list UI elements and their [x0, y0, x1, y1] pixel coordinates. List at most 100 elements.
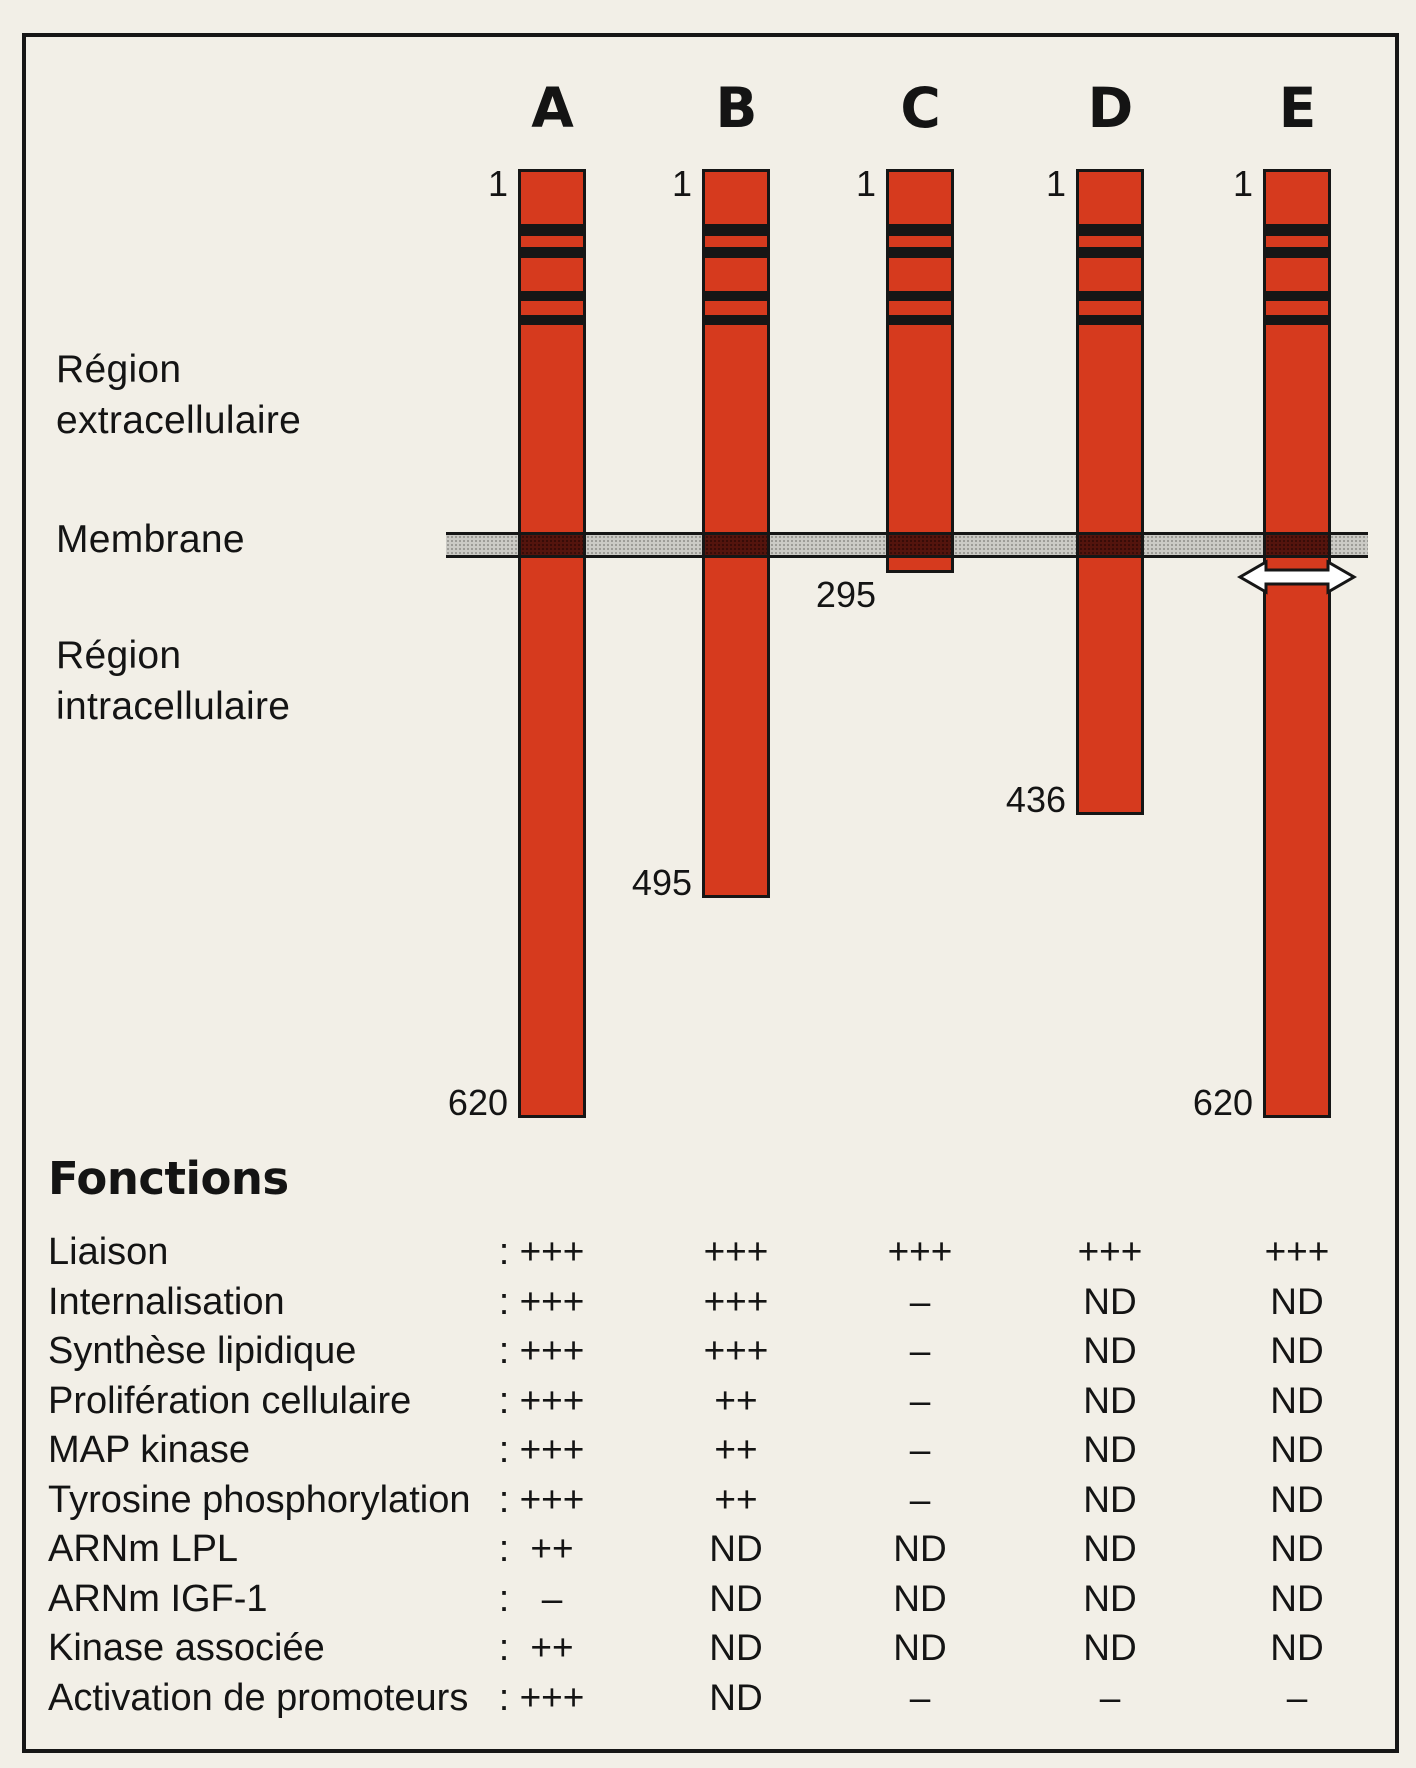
fn-row-5-label: Tyrosine phosphorylation: [48, 1479, 471, 1521]
fn-row-1-colon: :: [498, 1281, 510, 1323]
fn-value-9-E: –: [1286, 1677, 1308, 1718]
bar-E-stripe-0: [1266, 224, 1328, 236]
label-region-intracellulaire-line1: Région: [56, 634, 182, 677]
bar-C-stripe-2: [889, 291, 951, 301]
fn-value-0-E: +++: [1264, 1231, 1330, 1272]
fn-row-4-label: MAP kinase: [48, 1429, 251, 1471]
fn-value-4-B: ++: [714, 1429, 758, 1470]
fn-value-6-A: ++: [530, 1528, 574, 1569]
bar-B-stripe-0: [705, 224, 767, 236]
fn-value-1-E: ND: [1270, 1281, 1324, 1322]
fn-value-8-D: ND: [1083, 1627, 1137, 1668]
fn-value-1-C: –: [909, 1281, 931, 1322]
fn-row-8-colon: :: [498, 1627, 510, 1669]
fn-value-5-A: +++: [519, 1479, 585, 1520]
fn-value-5-C: –: [909, 1479, 931, 1520]
fn-value-7-A: –: [541, 1578, 563, 1619]
bar-B-stripe-1: [705, 247, 767, 258]
bar-A-stripe-1: [521, 247, 583, 258]
fn-value-9-D: –: [1099, 1677, 1121, 1718]
label-region-extracellulaire: Région extracellulaire: [56, 344, 301, 446]
bar-B-membrane-overlap: [705, 532, 767, 558]
bar-E-start-residue: 1: [1232, 163, 1253, 204]
fn-row-6-label: ARNm LPL: [48, 1528, 239, 1570]
bar-C-stripe-1: [889, 247, 951, 258]
fn-value-2-B: +++: [703, 1330, 769, 1371]
fn-row-3-colon: :: [498, 1380, 510, 1422]
bar-D-stripe-0: [1079, 224, 1141, 236]
fn-value-0-A: +++: [519, 1231, 585, 1272]
bar-A-stripe-0: [521, 224, 583, 236]
bar-C-stripe-0: [889, 224, 951, 236]
fn-value-1-A: +++: [519, 1281, 585, 1322]
bar-B-stripe-3: [705, 315, 767, 325]
bar-C-membrane-overlap: [889, 532, 951, 558]
bar-C-stripe-3: [889, 315, 951, 325]
fn-value-3-C: –: [909, 1380, 931, 1421]
fn-value-6-E: ND: [1270, 1528, 1324, 1569]
fn-value-4-D: ND: [1083, 1429, 1137, 1470]
bar-B-end-residue: 495: [631, 862, 692, 903]
fn-value-4-A: +++: [519, 1429, 585, 1470]
receptor-bar-E: [1263, 169, 1331, 1118]
label-region-extracellulaire-line2: extracellulaire: [56, 399, 302, 442]
fn-value-7-D: ND: [1083, 1578, 1137, 1619]
fn-row-8-label: Kinase associée: [48, 1627, 325, 1669]
fn-value-6-B: ND: [709, 1528, 763, 1569]
receptor-bar-C: [886, 169, 954, 573]
bar-E-end-residue: 620: [1192, 1082, 1253, 1123]
fn-value-8-C: ND: [893, 1627, 947, 1668]
bar-E-stripe-1: [1266, 247, 1328, 258]
fn-value-8-E: ND: [1270, 1627, 1324, 1668]
bar-A-membrane-overlap: [521, 532, 583, 558]
bar-E-membrane-overlap: [1266, 532, 1328, 558]
variant-letter-A: A: [531, 76, 574, 140]
fn-value-7-C: ND: [893, 1578, 947, 1619]
bar-C-start-residue: 1: [855, 163, 876, 204]
receptor-bar-D: [1076, 169, 1144, 815]
fn-row-2-colon: :: [498, 1330, 510, 1372]
fn-value-4-E: ND: [1270, 1429, 1324, 1470]
fn-value-5-D: ND: [1083, 1479, 1137, 1520]
fn-value-3-D: ND: [1083, 1380, 1137, 1421]
fn-row-0-label: Liaison: [48, 1231, 169, 1273]
bar-C-end-residue: 295: [815, 574, 876, 615]
fn-row-3-label: Prolifération cellulaire: [48, 1380, 412, 1422]
bar-D-membrane-overlap: [1079, 532, 1141, 558]
fn-value-3-E: ND: [1270, 1380, 1324, 1421]
bar-B-start-residue: 1: [671, 163, 692, 204]
fn-value-5-B: ++: [714, 1479, 758, 1520]
figure-frame: [22, 33, 1399, 1753]
fn-row-9-colon: :: [498, 1677, 510, 1719]
fn-value-8-B: ND: [709, 1627, 763, 1668]
fn-row-4-colon: :: [498, 1429, 510, 1471]
fn-row-9-label: Activation de promoteurs: [48, 1677, 469, 1719]
label-region-intracellulaire-line2: intracellulaire: [56, 685, 291, 728]
fn-value-6-D: ND: [1083, 1528, 1137, 1569]
fn-row-0-colon: :: [498, 1231, 510, 1273]
fn-value-0-C: +++: [887, 1231, 953, 1272]
fn-value-2-D: ND: [1083, 1330, 1137, 1371]
fn-value-7-B: ND: [709, 1578, 763, 1619]
bar-E-stripe-2: [1266, 291, 1328, 301]
fn-value-1-D: ND: [1083, 1281, 1137, 1322]
receptor-bar-A: [518, 169, 586, 1118]
fn-value-5-E: ND: [1270, 1479, 1324, 1520]
fn-value-2-E: ND: [1270, 1330, 1324, 1371]
fn-row-6-colon: :: [498, 1528, 510, 1570]
variant-letter-E: E: [1278, 76, 1317, 140]
fn-value-8-A: ++: [530, 1627, 574, 1668]
functions-heading: Fonctions: [48, 1152, 289, 1205]
double-arrow-icon: [1236, 557, 1358, 602]
fn-value-9-B: ND: [709, 1677, 763, 1718]
fn-value-1-B: +++: [703, 1281, 769, 1322]
label-region-extracellulaire-line1: Région: [56, 348, 182, 391]
bar-E-stripe-3: [1266, 315, 1328, 325]
fn-row-7-label: ARNm IGF-1: [48, 1578, 268, 1620]
bar-A-stripe-2: [521, 291, 583, 301]
bar-D-end-residue: 436: [1005, 779, 1066, 820]
bar-A-stripe-3: [521, 315, 583, 325]
bar-D-start-residue: 1: [1045, 163, 1066, 204]
fn-value-2-A: +++: [519, 1330, 585, 1371]
label-membrane: Membrane: [56, 518, 245, 561]
